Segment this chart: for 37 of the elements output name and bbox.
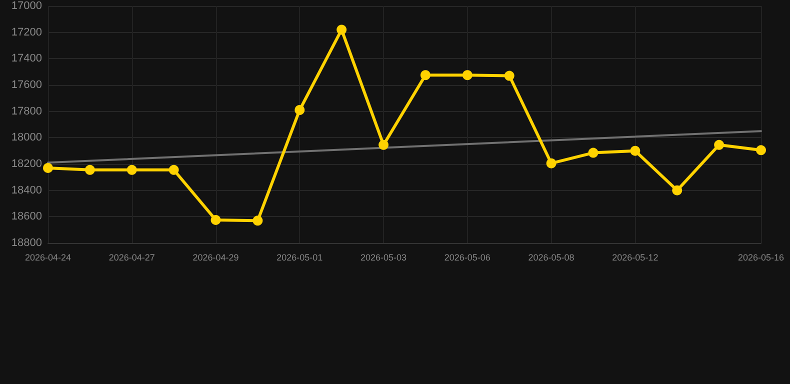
y-tick-label: 18200 bbox=[11, 158, 42, 170]
point bbox=[168, 164, 179, 175]
point bbox=[252, 216, 263, 226]
point bbox=[336, 24, 347, 35]
point bbox=[294, 105, 305, 116]
point bbox=[672, 185, 682, 196]
y-tick-label: 17000 bbox=[11, 0, 42, 12]
x-tick-label: 2026-05-06 bbox=[444, 252, 490, 262]
y-tick-label: 17400 bbox=[11, 52, 42, 65]
point bbox=[504, 70, 514, 81]
point bbox=[588, 148, 598, 158]
point bbox=[420, 70, 430, 80]
point bbox=[84, 164, 95, 175]
x-tick-label: 2026-05-08 bbox=[528, 252, 574, 262]
x-tick-label: 2026-04-27 bbox=[108, 252, 155, 262]
point bbox=[43, 162, 53, 173]
point bbox=[462, 70, 472, 80]
point bbox=[714, 140, 724, 150]
y-tick-label: 17200 bbox=[11, 26, 42, 38]
y-tick-label: 18800 bbox=[11, 237, 42, 249]
x-tick-label: 2026-05-01 bbox=[276, 252, 323, 262]
point bbox=[630, 146, 640, 156]
point bbox=[210, 214, 221, 225]
y-tick-label: 17800 bbox=[11, 105, 42, 118]
point bbox=[126, 164, 137, 175]
y-tick-label: 18600 bbox=[11, 210, 42, 223]
x-tick-label: 2026-05-16 bbox=[738, 252, 784, 262]
y-tick-label: 18400 bbox=[11, 184, 42, 196]
y-tick-label: 18000 bbox=[11, 132, 42, 144]
point bbox=[378, 140, 389, 150]
x-tick-label: 2026-04-29 bbox=[192, 252, 239, 262]
x-tick-label: 2026-05-12 bbox=[612, 252, 658, 262]
x-tick-label: 2026-05-03 bbox=[360, 252, 407, 262]
point bbox=[546, 158, 556, 168]
y-tick-label: 17600 bbox=[11, 79, 42, 91]
x-tick-label: 2026-04-24 bbox=[24, 252, 72, 262]
point bbox=[756, 145, 766, 156]
